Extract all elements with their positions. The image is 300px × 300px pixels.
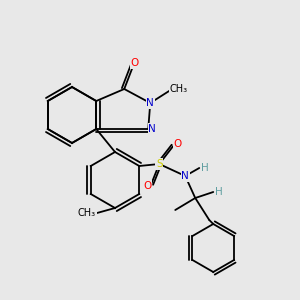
Text: CH₃: CH₃ <box>78 208 96 218</box>
Text: S: S <box>156 159 163 169</box>
Text: O: O <box>130 58 138 68</box>
Text: H: H <box>201 163 209 173</box>
Text: O: O <box>143 181 152 191</box>
Text: H: H <box>215 187 223 197</box>
Text: O: O <box>173 139 182 149</box>
Text: CH₃: CH₃ <box>169 84 187 94</box>
Text: N: N <box>148 124 156 134</box>
Text: N: N <box>146 98 154 108</box>
Text: N: N <box>182 171 189 181</box>
